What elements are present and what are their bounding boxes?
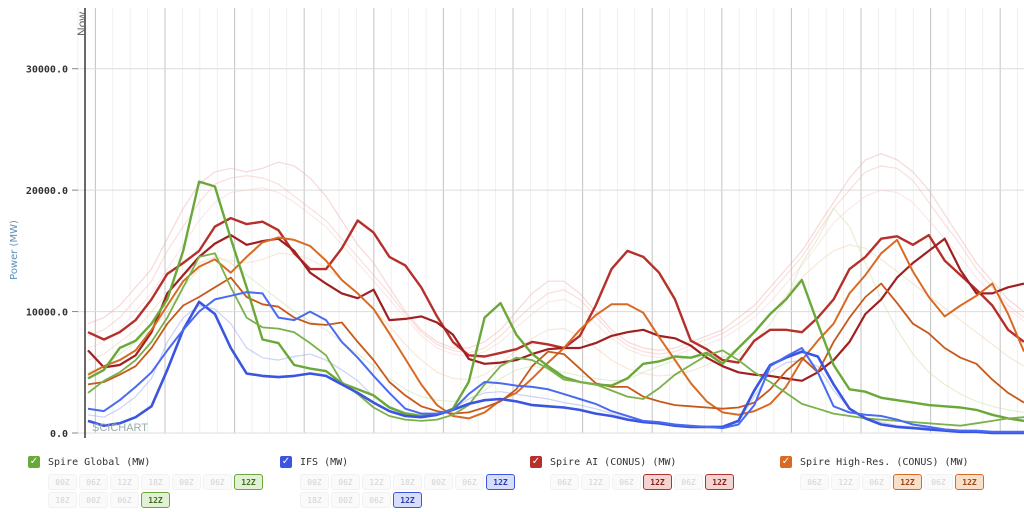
run-toggle-button[interactable]: 12Z [234,474,263,490]
run-toggle-button[interactable]: 12Z [362,474,391,490]
series-line [87,276,1024,415]
run-toggle-group: 00Z 06Z 12Z 18Z 00Z 06Z 12Z 18Z 00Z 06Z 12Z [48,474,286,508]
run-toggle-button[interactable]: 12Z [643,474,672,490]
run-toggle-button[interactable]: 18Z [393,474,422,490]
legend-group: ✓ Spire High-Res. (CONUS) (MW) 06Z 12Z 06Z 12… [780,454,1024,490]
legend-series-name: IFS (MW) [300,456,349,468]
run-toggle-button[interactable]: 12Z [486,474,515,490]
legend-header[interactable]: ✓ Spire High-Res. (CONUS) (MW) [780,454,1024,470]
run-toggle-button[interactable]: 06Z [862,474,891,490]
legend-group: ✓ Spire AI (CONUS) (MW) 06Z 12Z 06Z 12Z 06Z 12Z [530,454,788,490]
legend-checkbox-icon[interactable]: ✓ [530,456,542,468]
run-toggle-button[interactable]: 00Z [331,492,360,508]
y-axis-ticks: 0.0 10000.0 20000.0 30000.0 [26,65,78,440]
chart-legend: ✓ Spire Global (MW) 00Z 06Z 12Z 18Z 00Z 06Z 12Z 1… [0,448,1024,512]
series-line [87,153,1024,351]
run-toggle-button[interactable]: 06Z [331,474,360,490]
series-line [87,291,1024,433]
run-toggle-button[interactable]: 06Z [362,492,391,508]
legend-series-name: Spire Global (MW) [48,456,151,468]
now-label: Now [75,12,89,36]
series-line [87,236,1024,420]
y-tick-label: 20000.0 [26,186,68,197]
run-toggle-button[interactable]: 06Z [800,474,829,490]
run-toggle-button[interactable]: 00Z [48,474,77,490]
legend-header[interactable]: ✓ IFS (MW) [280,454,538,470]
run-toggle-button[interactable]: 18Z [141,474,170,490]
y-tick-label: 30000.0 [26,65,68,76]
run-toggle-group: 06Z 12Z 06Z 12Z 06Z 12Z [800,474,1024,490]
series-line [87,304,1024,433]
legend-series-name: Spire High-Res. (CONUS) (MW) [800,456,969,468]
scichart-watermark: SCICHART [92,422,148,434]
legend-checkbox-icon[interactable]: ✓ [28,456,40,468]
run-toggle-button[interactable]: 06Z [924,474,953,490]
run-toggle-button[interactable]: 00Z [79,492,108,508]
run-toggle-button[interactable]: 12Z [110,474,139,490]
run-toggle-button[interactable]: 06Z [612,474,641,490]
run-toggle-group: 06Z 12Z 06Z 12Z 06Z 12Z [550,474,788,490]
legend-group: ✓ Spire Global (MW) 00Z 06Z 12Z 18Z 00Z 06Z 12Z 1… [28,454,286,508]
run-toggle-button[interactable]: 06Z [550,474,579,490]
legend-series-name: Spire AI (CONUS) (MW) [550,456,677,468]
run-toggle-button[interactable]: 00Z [424,474,453,490]
run-toggle-button[interactable]: 12Z [831,474,860,490]
series-line [87,165,1024,355]
run-toggle-button[interactable]: 06Z [674,474,703,490]
legend-checkbox-icon[interactable]: ✓ [780,456,792,468]
series-line [87,234,1024,382]
y-axis-title: Power (MW) [9,220,20,280]
run-toggle-button[interactable]: 18Z [48,492,77,508]
legend-checkbox-icon[interactable]: ✓ [280,456,292,468]
run-toggle-group: 00Z 06Z 12Z 18Z 00Z 06Z 12Z 18Z 00Z 06Z 12Z [300,474,538,508]
series-line [87,187,1024,359]
run-toggle-button[interactable]: 06Z [203,474,232,490]
run-toggle-button[interactable]: 18Z [300,492,329,508]
series-line [87,300,1024,435]
run-toggle-button[interactable]: 12Z [705,474,734,490]
legend-header[interactable]: ✓ Spire AI (CONUS) (MW) [530,454,788,470]
run-toggle-button[interactable]: 12Z [141,492,170,508]
run-toggle-button[interactable]: 00Z [300,474,329,490]
y-tick-label: 0.0 [50,429,68,440]
run-toggle-button[interactable]: 06Z [79,474,108,490]
run-toggle-button[interactable]: 06Z [455,474,484,490]
legend-header[interactable]: ✓ Spire Global (MW) [28,454,286,470]
series-layer [87,153,1024,435]
run-toggle-button[interactable]: 00Z [172,474,201,490]
series-line [87,244,1024,381]
run-toggle-button[interactable]: 12Z [955,474,984,490]
series-line [87,216,1024,364]
y-tick-label: 10000.0 [26,308,68,319]
run-toggle-button[interactable]: 06Z [110,492,139,508]
legend-group: ✓ IFS (MW) 00Z 06Z 12Z 18Z 00Z 06Z 12Z 18Z 00Z 06Z 1… [280,454,538,508]
run-toggle-button[interactable]: 12Z [893,474,922,490]
series-line [87,180,1024,423]
run-toggle-button[interactable]: 12Z [581,474,610,490]
run-toggle-button[interactable]: 12Z [393,492,422,508]
